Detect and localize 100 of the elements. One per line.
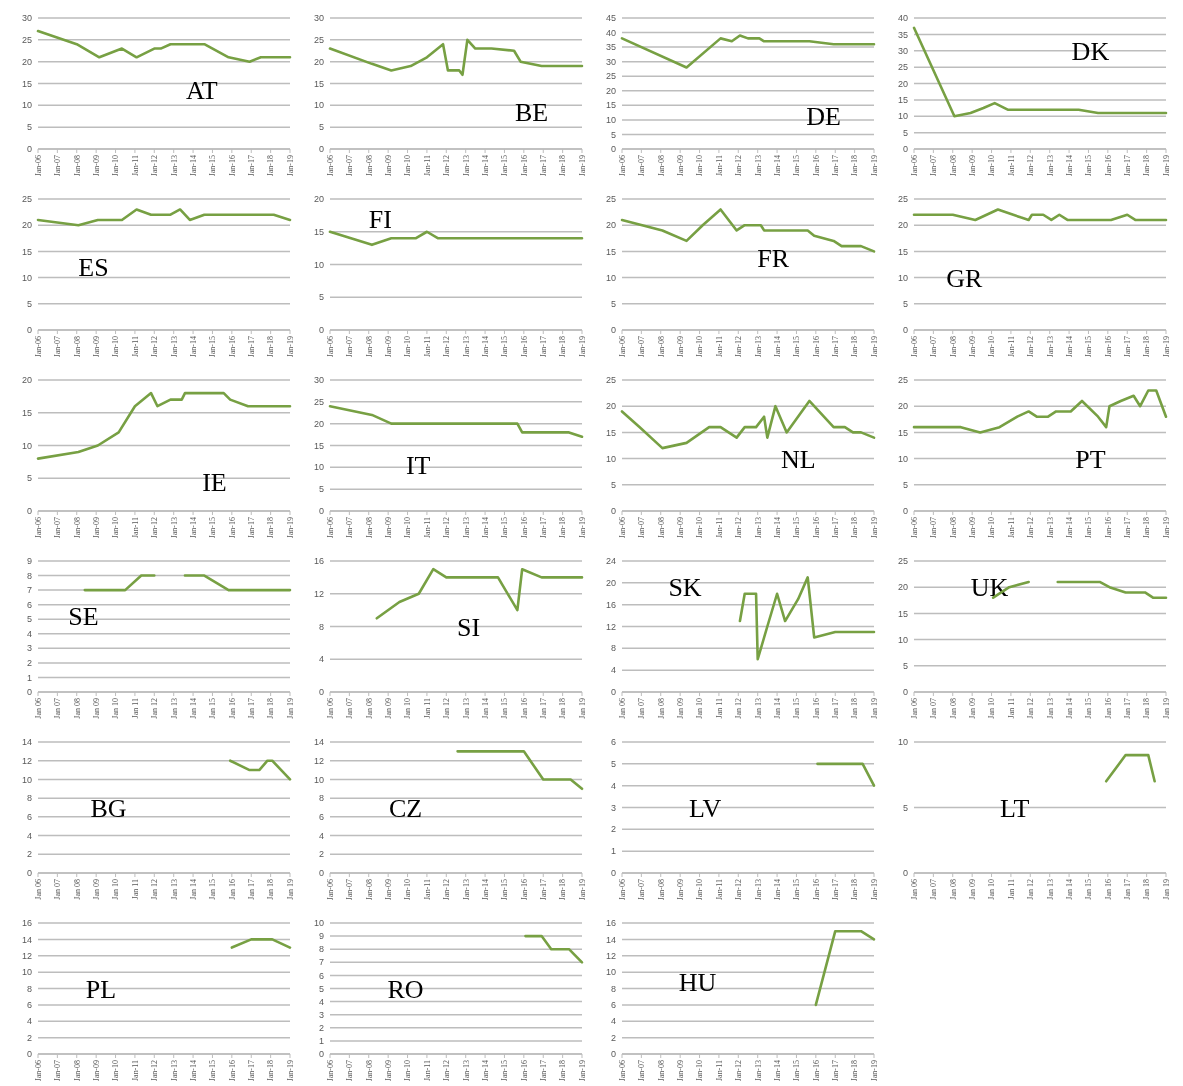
y-tick-label: 8	[318, 621, 324, 632]
y-tick-label: 14	[21, 737, 32, 748]
x-tick-label: Jan-06	[617, 517, 627, 539]
y-tick-label: 6	[318, 970, 324, 981]
y-tick-label: 1	[26, 672, 32, 683]
y-tick-label: 14	[21, 934, 32, 945]
x-tick-label: Jan-15	[1084, 517, 1094, 539]
y-tick-label: 10	[313, 774, 324, 785]
y-tick-label: 10	[313, 100, 324, 111]
x-tick-label: Jan 08	[948, 698, 958, 719]
x-tick-label: Jan-19	[285, 517, 295, 539]
y-tick-label: 5	[318, 292, 324, 303]
x-tick-label: Jan-06	[909, 155, 919, 177]
x-tick-label: Jan-08	[656, 1060, 666, 1082]
y-tick-label: 0	[902, 868, 908, 879]
y-tick-label: 10	[21, 272, 32, 283]
y-tick-label: 10	[897, 737, 908, 748]
line-series	[328, 404, 584, 439]
x-tick-label: Jan-18	[558, 155, 568, 177]
x-tick-label: Jan-08	[364, 517, 374, 539]
x-tick-label: Jan-12	[734, 517, 744, 539]
x-tick-label: Jan-10	[695, 879, 705, 901]
x-tick-label: Jan 16	[1103, 698, 1113, 719]
x-tick-label: Jan-07	[637, 155, 647, 177]
x-tick-label: Jan-16	[1103, 155, 1113, 177]
y-tick-label: 25	[313, 396, 324, 407]
x-tick-label: Jan-15	[500, 336, 510, 358]
x-tick-label: Jan-17	[539, 155, 549, 177]
x-tick-label: Jan 08	[72, 879, 82, 900]
y-tick-label: 5	[26, 473, 32, 484]
x-tick-label: Jan 06	[909, 879, 919, 900]
y-tick-label: 12	[605, 621, 616, 632]
y-tick-label: 5	[902, 479, 908, 490]
y-tick-label: 20	[897, 582, 908, 593]
y-tick-label: 10	[897, 272, 908, 283]
y-tick-label: 25	[21, 194, 32, 205]
x-tick-label: Jan-13	[753, 155, 763, 177]
text: NL	[781, 444, 816, 474]
x-tick-label: Jan-12	[442, 517, 452, 539]
x-tick-label: Jan-15	[792, 1060, 802, 1082]
x-tick-label: Jan-18	[1142, 517, 1152, 539]
x-tick-label: Jan-08	[948, 155, 958, 177]
y-tick-label: 5	[318, 484, 324, 495]
x-tick-label: Jan-08	[656, 879, 666, 901]
x-tick-label: Jan-08	[72, 155, 82, 177]
x-tick-label: Jan-17	[539, 1060, 549, 1082]
x-tick-label: Jan-13	[753, 1060, 763, 1082]
y-tick-label: 35	[897, 29, 908, 40]
x-tick-label: Jan-07	[929, 336, 939, 358]
x-tick-label: Jan 07	[53, 879, 63, 900]
y-tick-label: 0	[26, 325, 32, 336]
y-tick-label: 0	[902, 325, 908, 336]
x-tick-label: Jan-10	[403, 517, 413, 539]
line-series	[912, 389, 1168, 434]
x-tick-label: Jan-17	[831, 1060, 841, 1082]
x-tick-label: Jan-18	[850, 517, 860, 539]
x-tick-label: Jan-13	[1045, 336, 1055, 358]
line-series	[912, 208, 1168, 222]
x-tick-label: Jan 07	[929, 698, 939, 719]
y-tick-label: 0	[610, 144, 616, 155]
y-tick-label: 1	[610, 846, 616, 857]
x-tick-label: Jan-19	[577, 1060, 587, 1082]
x-tick-label: Jan-18	[850, 155, 860, 177]
x-tick-label: Jan-16	[227, 1060, 237, 1082]
x-tick-label: Jan-19	[577, 879, 587, 901]
x-tick-label: Jan-17	[539, 517, 549, 539]
x-tick-label: Jan-15	[208, 155, 218, 177]
x-tick-label: Jan-15	[500, 1060, 510, 1082]
x-tick-label: Jan-09	[383, 336, 393, 358]
y-tick-label: 30	[21, 13, 32, 24]
x-tick-label: Jan 12	[150, 879, 160, 900]
x-tick-label: Jan-09	[91, 336, 101, 358]
x-tick-label: Jan-11	[422, 336, 432, 358]
x-tick-label: Jan-10	[111, 1060, 121, 1082]
x-tick-label: Jan 09	[383, 698, 393, 719]
y-tick-label: 6	[318, 812, 324, 823]
x-tick-label: Jan 09	[91, 879, 101, 900]
x-tick-label: Jan-07	[637, 517, 647, 539]
text: HU	[678, 968, 717, 998]
x-tick-label: Jan-12	[734, 155, 744, 177]
x-tick-label: Jan-18	[558, 517, 568, 539]
text: IT	[405, 451, 431, 481]
x-tick-label: Jan-09	[383, 879, 393, 901]
y-tick-label: 3	[26, 643, 32, 654]
x-tick-label: Jan-10	[695, 517, 705, 539]
x-tick-label: Jan 19	[1161, 698, 1171, 719]
y-tick-label: 4	[26, 628, 32, 639]
y-tick-label: 0	[26, 868, 32, 879]
y-tick-label: 0	[902, 144, 908, 155]
x-tick-label: Jan-19	[869, 879, 879, 901]
x-tick-label: Jan-19	[869, 517, 879, 539]
x-tick-label: Jan-11	[422, 879, 432, 901]
x-tick-label: Jan-15	[500, 879, 510, 901]
x-tick-label: Jan 11	[1006, 698, 1016, 719]
x-tick-label: Jan 16	[519, 698, 529, 719]
x-tick-label: Jan-11	[130, 155, 140, 177]
y-tick-label: 0	[318, 144, 324, 155]
x-tick-label: Jan 17	[831, 698, 841, 719]
text: SI	[457, 612, 481, 642]
y-tick-label: 3	[610, 802, 616, 813]
